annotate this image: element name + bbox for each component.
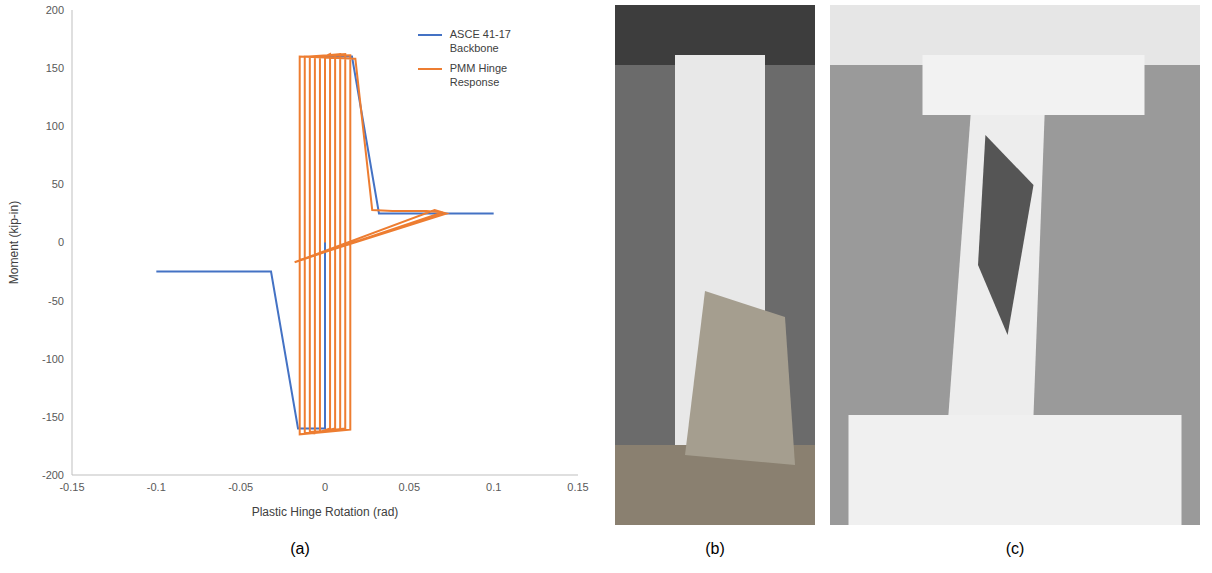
svg-text:150: 150	[46, 62, 64, 74]
html-text:PMM Hinge Response: PMM Hinge Response	[449, 62, 508, 89]
svg-text:-150: -150	[42, 411, 64, 423]
svg-text:-100: -100	[42, 353, 64, 365]
html-text:(a): (a)	[290, 540, 310, 557]
svg-text:0: 0	[322, 481, 328, 493]
svg-text:50: 50	[52, 178, 64, 190]
html-text:(b): (b)	[705, 540, 725, 557]
svg-text:100: 100	[46, 120, 64, 132]
svg-text:0.15: 0.15	[567, 481, 588, 493]
svg-text:-50: -50	[48, 295, 64, 307]
svg-text:200: 200	[46, 4, 64, 16]
svg-text:-200: -200	[42, 469, 64, 481]
svg-text:-0.05: -0.05	[228, 481, 253, 493]
svg-text:-0.15: -0.15	[59, 481, 84, 493]
svg-text:0: 0	[58, 236, 64, 248]
svg-text:0.05: 0.05	[399, 481, 420, 493]
svg-text:0.1: 0.1	[486, 481, 501, 493]
svg-text:Moment (kip-in): Moment (kip-in)	[7, 201, 21, 284]
svg-text:Plastic Hinge Rotation (rad): Plastic Hinge Rotation (rad)	[252, 505, 399, 519]
html-text:ASCE 41-17 Backbone: ASCE 41-17 Backbone	[449, 28, 511, 55]
html-text:(c): (c)	[1005, 540, 1025, 557]
svg-text:-0.1: -0.1	[147, 481, 166, 493]
